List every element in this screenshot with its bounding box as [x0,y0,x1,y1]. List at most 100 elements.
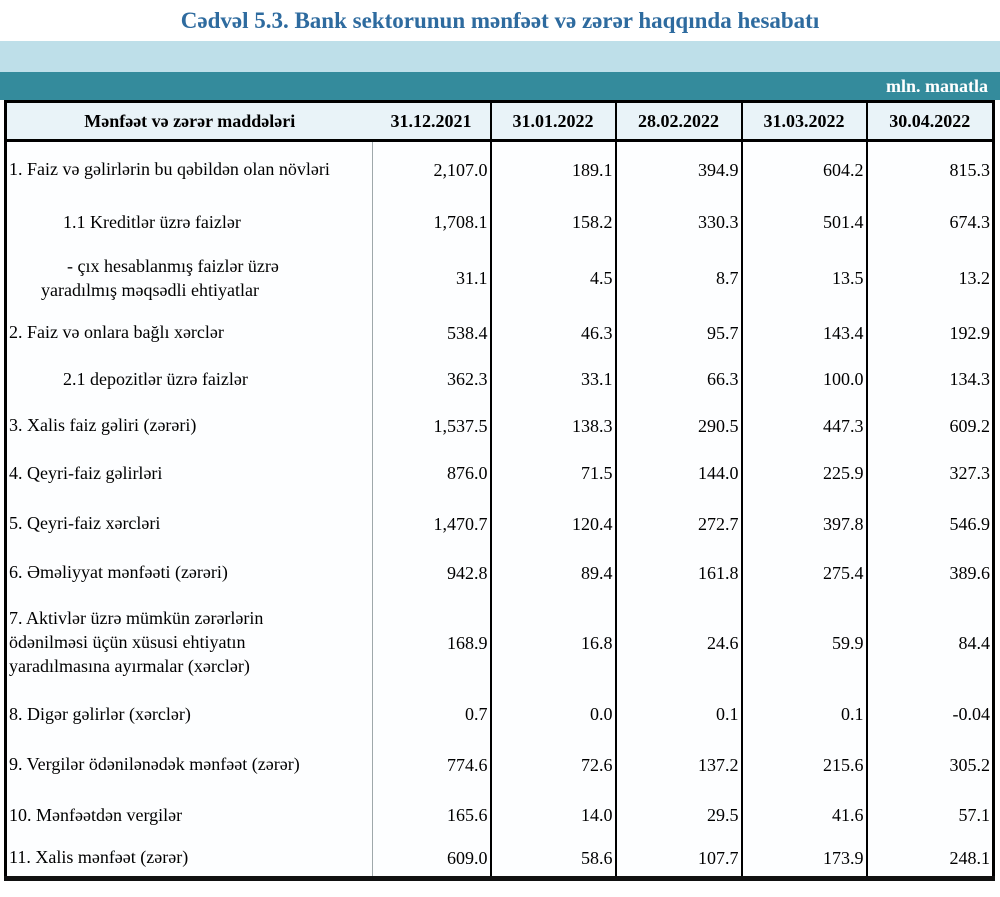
table-row: 2.1 depozitlər üzrə faizlər 362.3 33.1 6… [5,355,994,404]
cell-value: 134.3 [866,355,994,404]
row-label: 4. Qeyri-faiz gəlirləri [5,448,373,499]
row-label: - çıx hesablanmış faizlər üzrə yaradılmı… [5,246,373,311]
table-row: - çıx hesablanmış faizlər üzrə yaradılmı… [5,246,994,311]
cell-value: 447.3 [741,403,868,449]
profit-loss-table: Mənfəət və zərər maddələri 31.12.2021 31… [4,100,995,881]
cell-value: 168.9 [372,596,492,690]
row-label: 10. Mənfəətdən vergilər [5,790,373,841]
table-row: 9. Vergilər ödənilənədək mənfəət (zərər)… [5,739,994,791]
table-row: 3. Xalis faiz gəliri (zərəri) 1,537.5 13… [5,403,994,449]
row-label: 3. Xalis faiz gəliri (zərəri) [5,403,373,449]
cell-value: 604.2 [741,140,868,199]
cell-value: 394.9 [615,140,743,199]
row-label: 1. Faiz və gəlirlərin bu qəbildən olan n… [5,140,373,199]
cell-value: 815.3 [866,140,994,199]
table-row: 8. Digər gəlirlər (xərclər) 0.7 0.0 0.1 … [5,689,994,740]
row-label: 5. Qeyri-faiz xərcləri [5,498,373,550]
column-header-items: Mənfəət və zərər maddələri [5,101,373,142]
decorative-band-light [0,41,1000,72]
cell-value: 100.0 [741,355,868,404]
cell-value: -0.04 [866,689,994,740]
table-row: 1. Faiz və gəlirlərin bu qəbildən olan n… [5,140,994,199]
cell-value: 29.5 [615,790,743,841]
cell-value: 290.5 [615,403,743,449]
row-label: 2.1 depozitlər üzrə faizlər [5,355,373,404]
cell-value: 8.7 [615,246,743,311]
cell-value: 71.5 [490,448,617,499]
row-label: 9. Vergilər ödənilənədək mənfəət (zərər) [5,739,373,791]
cell-value: 389.6 [866,549,994,597]
cell-value: 189.1 [490,140,617,199]
table-row: 10. Mənfəətdən vergilər 165.6 14.0 29.5 … [5,790,994,841]
cell-value: 362.3 [372,355,492,404]
table-row: 7. Aktivlər üzrə mümkün zərərlərin ödəni… [5,596,994,690]
cell-value: 609.2 [866,403,994,449]
cell-value: 546.9 [866,498,994,550]
cell-value: 137.2 [615,739,743,791]
cell-value: 330.3 [615,198,743,247]
cell-value: 107.7 [615,840,743,879]
table-row: 1.1 Kreditlər üzrə faizlər 1,708.1 158.2… [5,198,994,247]
cell-value: 138.3 [490,403,617,449]
table-header-row: Mənfəət və zərər maddələri 31.12.2021 31… [5,101,994,142]
cell-value: 46.3 [490,310,617,356]
column-header-date-4: 31.03.2022 [741,101,868,142]
table-row: 11. Xalis mənfəət (zərər) 609.0 58.6 107… [5,840,994,879]
cell-value: 0.1 [615,689,743,740]
cell-value: 0.7 [372,689,492,740]
row-label: 2. Faiz və onlara bağlı xərclər [5,310,373,356]
cell-value: 57.1 [866,790,994,841]
cell-value: 2,107.0 [372,140,492,199]
cell-value: 120.4 [490,498,617,550]
table-row: 2. Faiz və onlara bağlı xərclər 538.4 46… [5,310,994,356]
cell-value: 173.9 [741,840,868,879]
cell-value: 33.1 [490,355,617,404]
cell-value: 66.3 [615,355,743,404]
cell-value: 143.4 [741,310,868,356]
cell-value: 609.0 [372,840,492,879]
cell-value: 72.6 [490,739,617,791]
cell-value: 41.6 [741,790,868,841]
row-label: 7. Aktivlər üzrə mümkün zərərlərin ödəni… [5,596,373,690]
cell-value: 248.1 [866,840,994,879]
cell-value: 13.5 [741,246,868,311]
cell-value: 144.0 [615,448,743,499]
row-label: 8. Digər gəlirlər (xərclər) [5,689,373,740]
cell-value: 942.8 [372,549,492,597]
row-label: 6. Əməliyyat mənfəəti (zərəri) [5,549,373,597]
row-label: 1.1 Kreditlər üzrə faizlər [5,198,373,247]
cell-value: 1,708.1 [372,198,492,247]
column-header-date-3: 28.02.2022 [615,101,743,142]
page-title: Cədvəl 5.3. Bank sektorunun mənfəət və z… [180,8,820,33]
cell-value: 14.0 [490,790,617,841]
decorative-band-teal: mln. manatla [0,72,1000,100]
cell-value: 31.1 [372,246,492,311]
cell-value: 1,537.5 [372,403,492,449]
cell-value: 165.6 [372,790,492,841]
cell-value: 58.6 [490,840,617,879]
cell-value: 13.2 [866,246,994,311]
cell-value: 0.1 [741,689,868,740]
cell-value: 876.0 [372,448,492,499]
cell-value: 89.4 [490,549,617,597]
column-header-date-1: 31.12.2021 [372,101,492,142]
cell-value: 397.8 [741,498,868,550]
table-row: 4. Qeyri-faiz gəlirləri 876.0 71.5 144.0… [5,448,994,499]
cell-value: 538.4 [372,310,492,356]
table-row: 6. Əməliyyat mənfəəti (zərəri) 942.8 89.… [5,549,994,597]
cell-value: 161.8 [615,549,743,597]
cell-value: 59.9 [741,596,868,690]
cell-value: 501.4 [741,198,868,247]
row-label: 11. Xalis mənfəət (zərər) [5,840,373,879]
cell-value: 16.8 [490,596,617,690]
cell-value: 225.9 [741,448,868,499]
cell-value: 215.6 [741,739,868,791]
column-header-date-2: 31.01.2022 [490,101,617,142]
cell-value: 95.7 [615,310,743,356]
cell-value: 327.3 [866,448,994,499]
cell-value: 1,470.7 [372,498,492,550]
cell-value: 4.5 [490,246,617,311]
cell-value: 158.2 [490,198,617,247]
table-row: 5. Qeyri-faiz xərcləri 1,470.7 120.4 272… [5,498,994,550]
